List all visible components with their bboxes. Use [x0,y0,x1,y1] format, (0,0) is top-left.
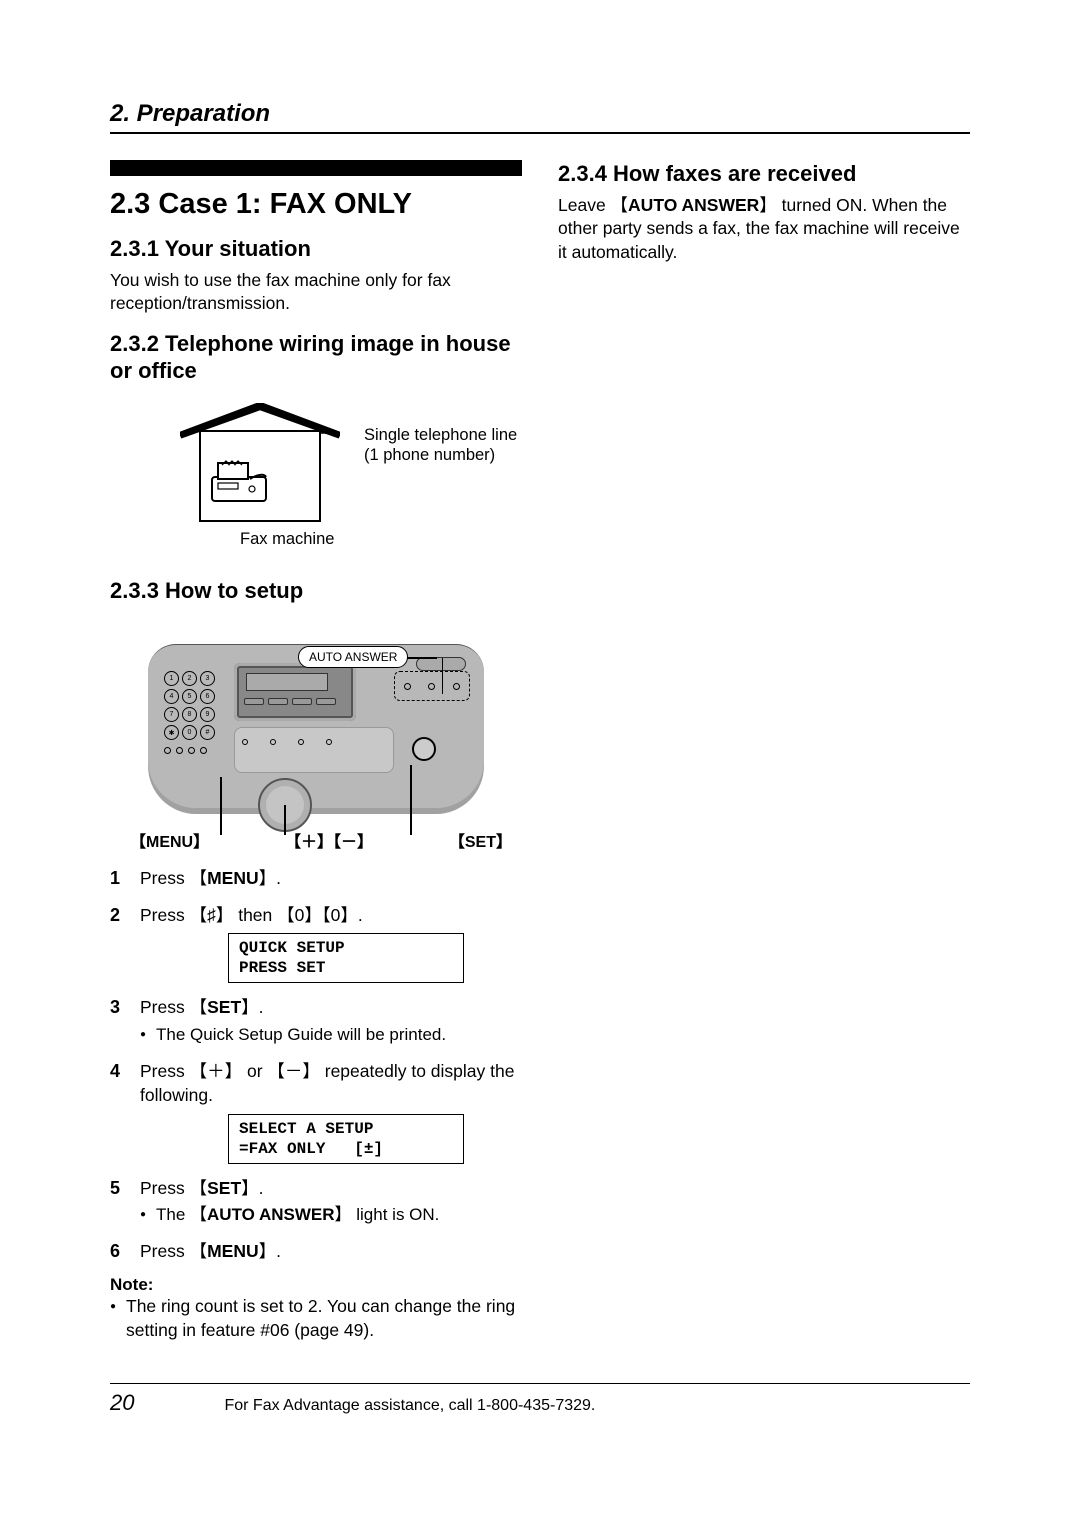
page-number: 20 [110,1390,134,1416]
step-6: 6 Press MENU. [110,1239,522,1264]
step-number: 2 [110,903,120,928]
fax-machine-icon [208,451,270,505]
lcd-icon [234,663,356,721]
step-number: 1 [110,866,120,891]
set-key-label: 【SET】 [449,828,512,852]
menu-key-label: 【MENU】 [130,828,209,852]
set-key: SET [190,997,259,1017]
chapter-header: 2. Preparation [110,100,970,134]
subsection-title-setup: 2.3.3 How to setup [110,577,522,605]
setup-steps: 1 Press MENU. 2 Press 【♯】 then 【0】【0】. Q… [110,866,522,1263]
left-column: 2.3 Case 1: FAX ONLY 2.3.1 Your situatio… [110,160,522,1343]
lcd-display-quick-setup: QUICK SETUP PRESS SET [228,933,464,983]
lcd-display-select-setup: SELECT A SETUP =FAX ONLY [±] [228,1114,464,1164]
auto-answer-key: AUTO ANSWER [611,195,777,215]
step-4: 4 Press 【＋】 or 【－】 repeatedly to display… [110,1059,522,1164]
step-number: 3 [110,995,120,1020]
step-3: 3 Press SET. The Quick Setup Guide will … [110,995,522,1046]
step-2: 2 Press 【♯】 then 【0】【0】. QUICK SETUP PRE… [110,903,522,984]
telephone-line-caption: Single telephone line (1 phone number) [364,425,517,466]
fax-panel-illustration: 123 456 789 ✱0# [148,644,484,814]
menu-key: MENU [190,1241,277,1261]
subsection-title-situation: 2.3.1 Your situation [110,235,522,263]
note-item: The ring count is set to 2. You can chan… [110,1295,522,1342]
panel-button-labels: 【MENU】 【＋】【－】 【SET】 [130,828,512,852]
wiring-diagram: Fax machine Single telephone line (1 pho… [140,403,522,563]
auto-answer-key: AUTO ANSWER [190,1205,352,1224]
footer-text: For Fax Advantage assistance, call 1-800… [224,1397,595,1415]
right-column: 2.3.4 How faxes are received Leave AUTO … [558,160,970,1343]
menu-key: MENU [190,868,277,888]
set-key: SET [190,1178,259,1198]
two-column-layout: 2.3 Case 1: FAX ONLY 2.3.1 Your situatio… [110,160,970,1343]
step-3-note: The Quick Setup Guide will be printed. [140,1023,522,1047]
note-heading: Note: [110,1275,522,1295]
control-panel-diagram: AUTO ANSWER 123 456 789 ✱0# [148,644,484,814]
step-1: 1 Press MENU. [110,866,522,891]
note-list: The ring count is set to 2. You can chan… [110,1295,522,1342]
step-5: 5 Press SET. The AUTO ANSWER light is ON… [110,1176,522,1227]
section-title: 2.3 Case 1: FAX ONLY [110,188,522,221]
step-number: 6 [110,1239,120,1264]
step-number: 5 [110,1176,120,1201]
auto-answer-callout: AUTO ANSWER [298,646,408,668]
plus-minus-key-label: 【＋】【－】 [285,828,373,852]
step-number: 4 [110,1059,120,1084]
subsection-title-wiring: 2.3.2 Telephone wiring image in house or… [110,330,522,385]
received-text: Leave AUTO ANSWER turned ON. When the ot… [558,194,970,265]
step-5-note: The AUTO ANSWER light is ON. [140,1203,522,1227]
page-footer: 20 For Fax Advantage assistance, call 1-… [110,1383,970,1416]
subsection-title-received: 2.3.4 How faxes are received [558,160,970,188]
section-bar [110,160,522,176]
right-button-cluster [394,671,470,701]
keypad-icon: 123 456 789 ✱0# [164,671,215,740]
fax-machine-caption: Fax machine [240,530,334,549]
situation-text: You wish to use the fax machine only for… [110,269,522,316]
